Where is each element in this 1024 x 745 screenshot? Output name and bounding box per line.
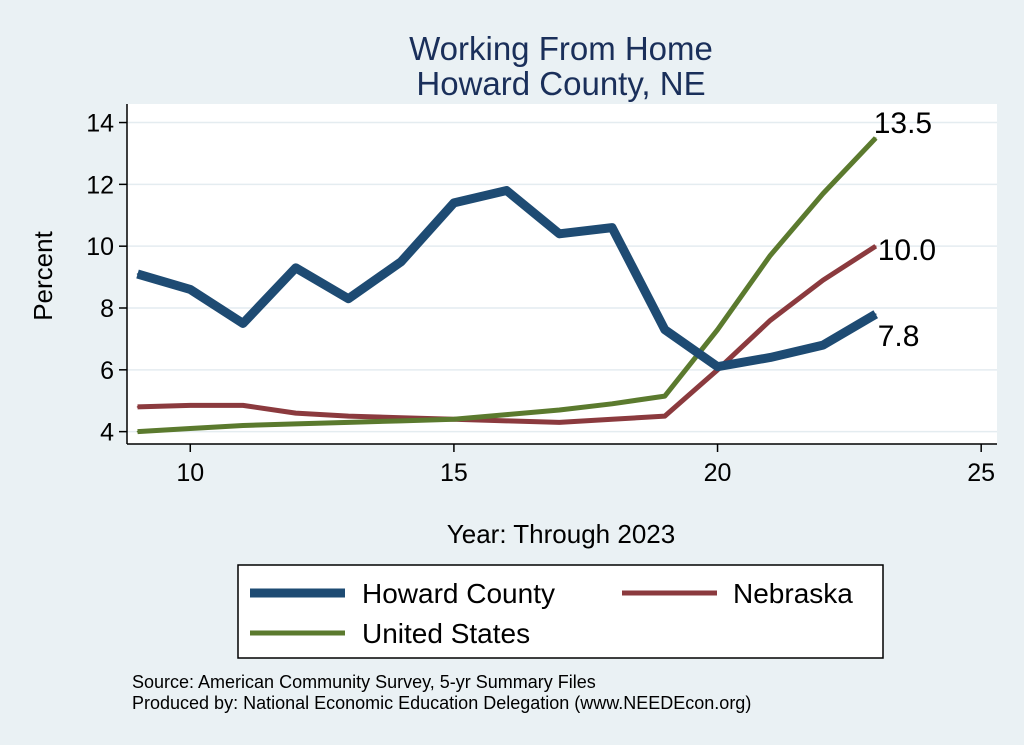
data-point-howard-county-14: [400, 260, 402, 263]
end-label-howard-county: 7.8: [878, 320, 920, 353]
legend-label-united-states: United States: [362, 618, 530, 649]
x-tick-label-10: 10: [176, 459, 204, 487]
data-point-nebraska-23: [874, 245, 877, 247]
data-point-howard-county-19: [664, 328, 666, 331]
data-point-howard-county-18: [611, 226, 613, 229]
y-tick-label-8: 8: [100, 295, 114, 323]
x-axis-ticks: 10 15 20 25: [176, 444, 995, 487]
data-point-united-states-21: [769, 254, 772, 257]
data-point-nebraska-21: [769, 319, 772, 322]
data-point-united-states-15: [453, 418, 455, 421]
producer-note: Produced by: National Economic Education…: [132, 693, 751, 713]
data-point-howard-county-23: [874, 313, 877, 315]
data-point-united-states-23: [874, 137, 877, 139]
data-point-united-states-9: [136, 430, 139, 433]
legend-label-howard-county: Howard County: [362, 578, 555, 609]
x-tick-label-25: 25: [967, 459, 995, 487]
end-label-nebraska: 10.0: [878, 234, 936, 267]
x-tick-label-15: 15: [440, 459, 468, 487]
data-point-united-states-10: [189, 427, 192, 430]
y-axis-title: Percent: [28, 230, 58, 320]
y-tick-label-10: 10: [86, 233, 114, 261]
data-point-nebraska-19: [664, 415, 666, 417]
data-point-united-states-12: [294, 423, 297, 425]
data-point-nebraska-10: [189, 404, 192, 407]
data-point-howard-county-16: [505, 189, 508, 192]
x-tick-label-20: 20: [704, 459, 732, 487]
data-point-howard-county-15: [453, 202, 455, 204]
data-point-united-states-13: [347, 421, 350, 424]
y-tick-label-6: 6: [100, 357, 114, 385]
data-point-nebraska-14: [400, 416, 402, 419]
data-point-nebraska-17: [558, 421, 561, 424]
data-point-nebraska-18: [611, 418, 613, 421]
end-labels: 7.8 10.0 13.5: [874, 107, 936, 353]
series-lines: [136, 136, 879, 435]
data-point-nebraska-9: [136, 406, 139, 408]
data-point-nebraska-13: [347, 415, 350, 417]
y-tick-label-4: 4: [100, 419, 114, 447]
data-point-united-states-17: [558, 409, 561, 411]
data-point-nebraska-12: [294, 412, 297, 414]
data-point-howard-county-10: [189, 288, 192, 291]
data-point-howard-county-20: [716, 365, 719, 368]
y-tick-label-14: 14: [86, 110, 114, 138]
data-point-howard-county-9: [136, 273, 139, 275]
data-point-howard-county-21: [769, 356, 772, 359]
data-point-united-states-14: [400, 420, 402, 422]
data-point-united-states-20: [716, 328, 719, 331]
legend-box: [237, 564, 884, 659]
y-axis-ticks: 4 6 8 10 12 14: [86, 110, 127, 447]
data-point-howard-county-22: [822, 344, 824, 346]
gridlines: [127, 121, 997, 433]
data-point-united-states-16: [505, 413, 508, 416]
x-axis-title: Year: Through 2023: [447, 519, 675, 549]
y-tick-label-12: 12: [86, 171, 114, 199]
end-label-united-states: 13.5: [874, 107, 932, 140]
legend: Howard County Nebraska United States: [237, 564, 884, 659]
chart-title: Working From Home: [409, 30, 713, 67]
data-point-howard-county-17: [558, 233, 561, 235]
data-point-nebraska-16: [505, 420, 508, 422]
data-point-united-states-19: [664, 395, 666, 397]
source-note: Source: American Community Survey, 5-yr …: [132, 672, 596, 692]
data-point-nebraska-22: [822, 279, 824, 281]
data-point-united-states-11: [242, 424, 244, 427]
chart-subtitle: Howard County, NE: [416, 65, 705, 102]
data-point-howard-county-13: [347, 297, 350, 300]
data-point-howard-county-11: [242, 322, 244, 325]
data-point-howard-county-12: [294, 267, 297, 269]
data-point-united-states-18: [611, 403, 613, 405]
plot-area: [127, 104, 997, 444]
data-point-nebraska-11: [242, 404, 244, 407]
legend-label-nebraska: Nebraska: [733, 578, 853, 609]
data-point-united-states-22: [822, 192, 824, 195]
